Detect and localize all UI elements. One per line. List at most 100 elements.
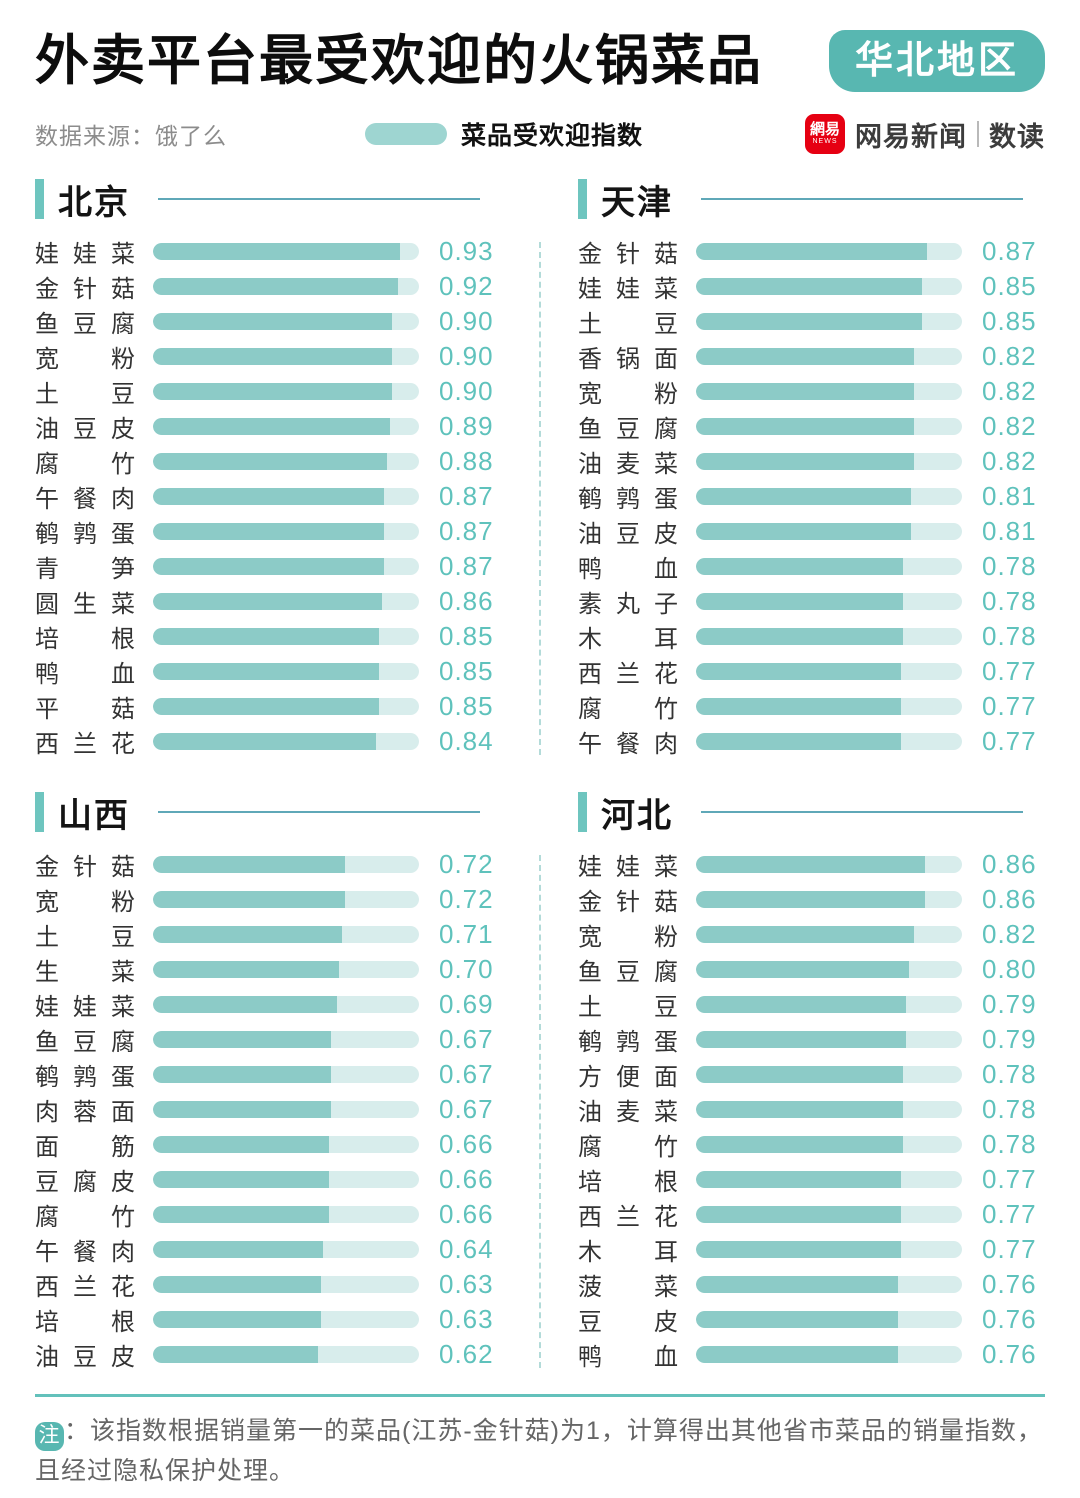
- value-label: 0.77: [982, 1234, 1037, 1264]
- panel-shanxi: 山西 金针菇 0.72 宽粉 0.72 土豆 0.71 生菜 0.70 娃娃菜 0.69 鱼豆腐 0.…: [35, 791, 502, 1372]
- bar-track: [696, 891, 962, 908]
- bar-track: [696, 1066, 962, 1083]
- chart-row: 油豆皮 0.81: [578, 514, 1045, 549]
- value-label: 0.87: [439, 516, 494, 546]
- bar-track: [696, 593, 962, 610]
- value-label: 0.72: [439, 884, 494, 914]
- bar-track: [153, 383, 419, 400]
- dish-label: 鱼豆腐: [578, 959, 678, 986]
- dish-label: 豆皮: [578, 1309, 678, 1336]
- dish-label: 宽粉: [35, 346, 135, 373]
- bar-track: [153, 593, 419, 610]
- bar-track: [696, 243, 962, 260]
- bar-fill: [153, 891, 345, 908]
- bar-track: [696, 523, 962, 540]
- value-label: 0.77: [982, 1199, 1037, 1229]
- chart-row: 宽粉 0.72: [35, 882, 502, 917]
- chart-row: 腐竹 0.78: [578, 1127, 1045, 1162]
- chart-row: 鹌鹑蛋 0.81: [578, 479, 1045, 514]
- dish-label: 午餐肉: [35, 1239, 135, 1266]
- bar-track: [153, 1206, 419, 1223]
- footer-rule: [35, 1394, 1045, 1397]
- value-label: 0.77: [982, 691, 1037, 721]
- bar-track: [696, 1311, 962, 1328]
- dish-label: 金针菇: [35, 276, 135, 303]
- bar-fill: [153, 926, 342, 943]
- bar-fill: [153, 1066, 332, 1083]
- value-label: 0.86: [982, 849, 1037, 879]
- chart-row: 面筋 0.66: [35, 1127, 502, 1162]
- chart-row: 鱼豆腐 0.67: [35, 1022, 502, 1057]
- bar-track: [696, 996, 962, 1013]
- value-label: 0.63: [439, 1304, 494, 1334]
- value-label: 0.84: [439, 726, 494, 756]
- dish-label: 腐竹: [35, 1204, 135, 1231]
- dish-label: 油豆皮: [35, 1344, 135, 1371]
- bar-fill: [153, 453, 388, 470]
- value-label: 0.81: [982, 516, 1037, 546]
- bar-fill: [153, 523, 385, 540]
- bar-track: [153, 418, 419, 435]
- dish-label: 西兰花: [35, 1274, 135, 1301]
- bar-track: [696, 558, 962, 575]
- value-label: 0.76: [982, 1269, 1037, 1299]
- chart-row: 木耳 0.78: [578, 619, 1045, 654]
- chart-row: 培根 0.77: [578, 1162, 1045, 1197]
- legend: 菜品受欢迎指数: [365, 116, 805, 152]
- bar-track: [153, 243, 419, 260]
- bar-track: [153, 926, 419, 943]
- bar-fill: [153, 1311, 321, 1328]
- bar-fill: [696, 418, 915, 435]
- bar-fill: [153, 1136, 329, 1153]
- dish-label: 油豆皮: [578, 521, 678, 548]
- chart-row: 鹌鹑蛋 0.67: [35, 1057, 502, 1092]
- bar-track: [153, 523, 419, 540]
- bar-track: [153, 488, 419, 505]
- bar-fill: [696, 1066, 904, 1083]
- dish-label: 金针菇: [35, 854, 135, 881]
- section-rule: [158, 811, 480, 813]
- bar-fill: [153, 558, 385, 575]
- panel-header: 北京: [35, 178, 502, 222]
- chart-row: 豆皮 0.76: [578, 1302, 1045, 1337]
- chart-row: 金针菇 0.72: [35, 847, 502, 882]
- bar-track: [153, 856, 419, 873]
- dish-label: 鱼豆腐: [35, 1029, 135, 1056]
- dish-label: 鸭血: [578, 1344, 678, 1371]
- bar-track: [153, 1346, 419, 1363]
- value-label: 0.67: [439, 1094, 494, 1124]
- dish-label: 娃娃菜: [578, 276, 678, 303]
- bar-track: [696, 453, 962, 470]
- chart-row: 圆生菜 0.86: [35, 584, 502, 619]
- value-label: 0.90: [439, 376, 494, 406]
- bar-fill: [696, 593, 904, 610]
- bar-fill: [696, 698, 901, 715]
- section-marker-icon: [35, 792, 44, 832]
- chart-row: 鸭血 0.76: [578, 1337, 1045, 1372]
- value-label: 0.87: [439, 481, 494, 511]
- dish-label: 午餐肉: [578, 731, 678, 758]
- bar-fill: [153, 1276, 321, 1293]
- bar-fill: [696, 383, 915, 400]
- chart-row: 鱼豆腐 0.90: [35, 304, 502, 339]
- value-label: 0.82: [982, 411, 1037, 441]
- chart-row: 宽粉 0.90: [35, 339, 502, 374]
- dish-label: 方便面: [578, 1064, 678, 1091]
- value-label: 0.62: [439, 1339, 494, 1369]
- chart-row: 油麦菜 0.82: [578, 444, 1045, 479]
- bar-fill: [696, 1136, 904, 1153]
- dish-label: 娃娃菜: [35, 994, 135, 1021]
- brand-logo: 網易 NEWS 网易新闻 数读: [805, 114, 1045, 154]
- value-label: 0.90: [439, 341, 494, 371]
- value-label: 0.76: [982, 1304, 1037, 1334]
- section-rule: [158, 198, 480, 200]
- bar-fill: [153, 383, 393, 400]
- footer: 注：该指数根据销量第一的菜品(江苏-金针菇)为1，计算得出其他省市菜品的销量指数…: [35, 1394, 1045, 1491]
- chart-row: 肉蓉面 0.67: [35, 1092, 502, 1127]
- dish-label: 宽粉: [578, 381, 678, 408]
- chart-row: 鸭血 0.85: [35, 654, 502, 689]
- bar-track: [696, 1346, 962, 1363]
- value-label: 0.77: [982, 726, 1037, 756]
- bar-fill: [696, 1241, 901, 1258]
- bar-fill: [696, 1101, 904, 1118]
